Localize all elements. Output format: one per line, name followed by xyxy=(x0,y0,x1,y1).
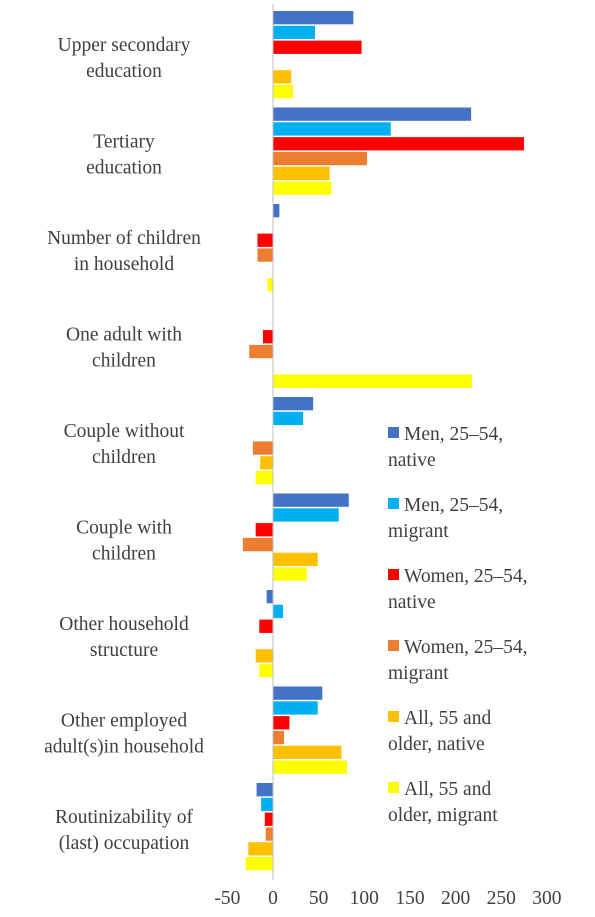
category-label: Routinizability of (last) occupation xyxy=(55,807,194,854)
legend-label: All, 55 and older, native xyxy=(388,708,491,755)
bar-series-4-cat-5 xyxy=(273,552,318,566)
legend-swatch xyxy=(388,569,399,580)
bar-series-4-cat-4 xyxy=(260,456,273,470)
category-label: Couple with children xyxy=(76,518,172,565)
bar-series-5-cat-3 xyxy=(273,374,473,388)
legend-label: Men, 25–54, native xyxy=(388,424,503,471)
category-label: Number of children in household xyxy=(47,228,201,275)
bar-series-0-cat-7 xyxy=(273,686,323,700)
legend-swatch xyxy=(388,498,399,509)
legend-label: Women, 25–54, migrant xyxy=(388,637,528,684)
legend-label: Men, 25–54, migrant xyxy=(388,495,503,542)
category-labels: Upper secondary education Tertiary educatio… xyxy=(44,35,204,854)
bar-series-0-cat-6 xyxy=(266,590,273,604)
bar-series-1-cat-0 xyxy=(273,25,315,40)
bar-series-0-cat-5 xyxy=(273,493,349,507)
category-label: Upper secondary education xyxy=(58,35,191,82)
bar-series-0-cat-1 xyxy=(273,107,472,121)
x-tick-label: 300 xyxy=(532,888,561,909)
bar-series-1-cat-1 xyxy=(273,122,391,136)
legend-swatch xyxy=(388,427,399,438)
bar-series-4-cat-0 xyxy=(273,70,292,84)
x-axis-tick-labels: -50 0 50 100 150 200 250 300 xyxy=(214,888,561,909)
x-tick-label: 0 xyxy=(268,888,278,909)
legend-label: All, 55 and older, migrant xyxy=(388,779,498,826)
bar-series-5-cat-2 xyxy=(267,278,273,292)
bar-series-2-cat-7 xyxy=(273,716,290,730)
bar-series-5-cat-0 xyxy=(273,85,294,99)
bar-series-0-cat-0 xyxy=(273,11,354,25)
bar-series-0-cat-8 xyxy=(256,783,273,797)
legend-label: Women, 25–54, native xyxy=(388,566,528,613)
category-label: One adult with children xyxy=(66,325,182,372)
bar-series-5-cat-6 xyxy=(259,664,273,678)
bar-series-4-cat-7 xyxy=(273,745,342,759)
bar-series-3-cat-1 xyxy=(273,151,368,166)
bar-series-1-cat-7 xyxy=(273,701,318,715)
bar-series-0-cat-2 xyxy=(273,204,280,218)
bar-series-4-cat-8 xyxy=(248,842,273,856)
x-tick-label: 50 xyxy=(309,888,329,909)
bar-series-1-cat-8 xyxy=(261,797,273,812)
legend-swatch xyxy=(388,711,399,722)
bar-series-1-cat-4 xyxy=(273,411,304,426)
x-tick-label: 250 xyxy=(487,888,516,909)
bar-series-3-cat-7 xyxy=(273,730,284,745)
x-tick-label: 150 xyxy=(395,888,424,909)
bar-series-5-cat-1 xyxy=(273,181,332,195)
bar-series-5-cat-4 xyxy=(255,471,273,485)
bar-series-2-cat-3 xyxy=(262,330,273,344)
bar-series-2-cat-8 xyxy=(264,812,273,826)
bar-series-3-cat-8 xyxy=(265,827,273,841)
x-tick-label: -50 xyxy=(214,888,240,909)
bar-series-2-cat-6 xyxy=(259,619,273,633)
bar-series-2-cat-0 xyxy=(273,40,362,54)
bar-series-3-cat-3 xyxy=(249,344,273,359)
category-label: Other employed adult(s)in household xyxy=(44,711,204,758)
bar-series-2-cat-1 xyxy=(273,137,525,151)
bar-series-5-cat-8 xyxy=(245,857,273,871)
x-tick-label: 100 xyxy=(350,888,379,909)
category-label: Couple without children xyxy=(64,421,185,468)
bars-group xyxy=(242,11,525,871)
category-label: Other household structure xyxy=(59,614,189,661)
bar-series-3-cat-4 xyxy=(252,441,273,455)
x-tick-label: 200 xyxy=(441,888,470,909)
bar-series-2-cat-2 xyxy=(257,233,273,247)
bar-series-5-cat-5 xyxy=(273,567,307,581)
bar-series-4-cat-1 xyxy=(273,166,330,180)
category-label: Tertiary education xyxy=(86,132,162,179)
bar-series-2-cat-5 xyxy=(255,523,273,537)
legend-swatch xyxy=(388,640,399,651)
bar-series-1-cat-5 xyxy=(273,508,339,522)
bar-series-0-cat-4 xyxy=(273,397,314,411)
bar-series-1-cat-6 xyxy=(273,604,284,619)
bar-series-3-cat-5 xyxy=(242,537,273,552)
legend: Men, 25–54, native Men, 25–54, migrant Women… xyxy=(388,424,528,826)
bar-series-3-cat-2 xyxy=(257,248,273,262)
bar-series-4-cat-6 xyxy=(255,649,273,663)
bar-series-5-cat-7 xyxy=(273,760,347,774)
legend-swatch xyxy=(388,782,399,793)
